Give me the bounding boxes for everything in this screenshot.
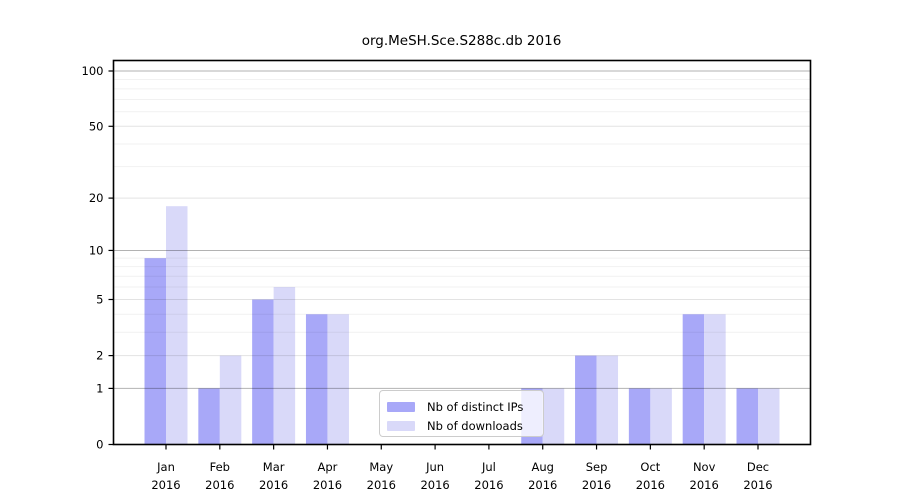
y-tick-label-10: 10: [89, 243, 104, 257]
bar-distinct-ips-apr: [305, 314, 328, 445]
y-tick-label-0: 0: [96, 438, 103, 452]
y-tick-label-5: 5: [96, 292, 103, 306]
y-tick-label-100: 100: [82, 64, 104, 78]
legend-item-distinct-ips: Nb of distinct IPs: [387, 397, 535, 416]
x-tick-label-year-feb: 2016: [205, 478, 234, 492]
legend-label-downloads: Nb of downloads: [427, 418, 523, 433]
x-tick-label-month-jul: Jul: [481, 460, 496, 474]
bar-downloads-apr: [327, 314, 349, 445]
x-tick-label-year-jan: 2016: [151, 478, 180, 492]
bar-downloads-aug: [542, 388, 565, 445]
bar-distinct-ips-feb: [198, 388, 220, 445]
bar-distinct-ips-sep: [575, 355, 597, 445]
y-tick-label-50: 50: [89, 119, 104, 133]
bar-distinct-ips-jan: [144, 258, 166, 445]
y-tick-label-1: 1: [96, 381, 103, 395]
legend-swatch-downloads: [387, 420, 415, 431]
x-tick-label-year-jun: 2016: [420, 478, 449, 492]
chart-title: org.MeSH.Sce.S288c.db 2016: [361, 33, 562, 49]
x-tick-label-month-nov: Nov: [693, 460, 716, 474]
legend-item-downloads: Nb of downloads: [387, 416, 535, 435]
x-tick-label-year-aug: 2016: [528, 478, 557, 492]
bar-downloads-mar: [273, 287, 296, 445]
bar-downloads-feb: [219, 355, 242, 445]
bar-distinct-ips-dec: [736, 388, 758, 445]
x-tick-label-year-mar: 2016: [259, 478, 288, 492]
x-tick-label-month-feb: Feb: [210, 460, 230, 474]
bar-downloads-dec: [758, 388, 780, 445]
bar-downloads-nov: [704, 314, 726, 445]
x-tick-label-month-sep: Sep: [586, 460, 608, 474]
x-tick-label-month-mar: Mar: [263, 460, 285, 474]
bar-distinct-ips-mar: [252, 299, 274, 445]
x-tick-label-year-dec: 2016: [743, 478, 772, 492]
x-tick-label-month-oct: Oct: [640, 460, 660, 474]
y-tick-label-20: 20: [89, 191, 104, 205]
x-tick-label-year-jul: 2016: [474, 478, 503, 492]
y-tick-label-2: 2: [96, 349, 103, 363]
x-tick-label-year-nov: 2016: [690, 478, 719, 492]
x-tick-label-month-dec: Dec: [747, 460, 769, 474]
plot-border: [112, 59, 812, 446]
x-tick-label-month-jun: Jun: [425, 460, 444, 474]
x-tick-label-year-sep: 2016: [582, 478, 611, 492]
x-tick-label-month-aug: Aug: [531, 460, 553, 474]
x-tick-label-year-oct: 2016: [636, 478, 665, 492]
x-tick-label-month-apr: Apr: [318, 460, 338, 474]
bar-downloads-oct: [650, 388, 672, 445]
x-tick-label-month-may: May: [369, 460, 393, 474]
bar-downloads-jan: [166, 206, 188, 445]
bar-downloads-sep: [596, 355, 619, 445]
x-tick-label-year-may: 2016: [367, 478, 396, 492]
legend-swatch-distinct-ips: [387, 401, 415, 412]
x-tick-label-month-jan: Jan: [156, 460, 175, 474]
legend-label-distinct-ips: Nb of distinct IPs: [427, 399, 524, 414]
x-tick-label-year-apr: 2016: [313, 478, 342, 492]
bar-distinct-ips-oct: [628, 388, 651, 445]
bar-distinct-ips-nov: [682, 314, 705, 445]
legend: Nb of distinct IPs Nb of downloads: [379, 390, 544, 437]
